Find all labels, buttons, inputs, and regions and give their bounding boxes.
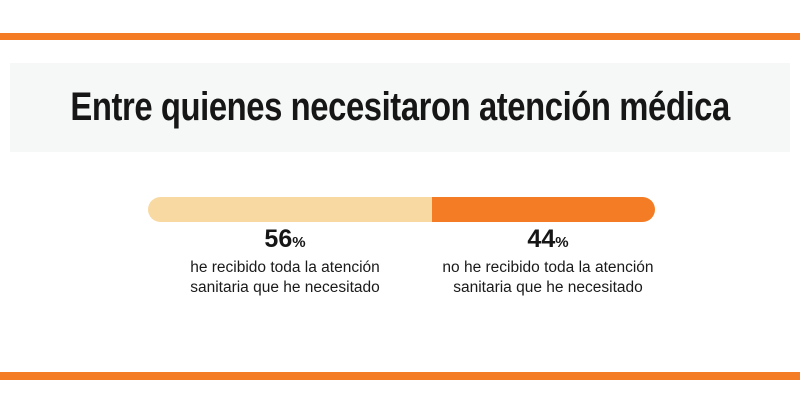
label-line: sanitaria que he necesitado bbox=[190, 279, 380, 296]
bottom-divider bbox=[0, 372, 800, 380]
value-number: 56 bbox=[264, 225, 293, 253]
percent-sign: % bbox=[555, 234, 569, 251]
percent-sign: % bbox=[292, 234, 306, 251]
bar-segment-not-received-care bbox=[431, 197, 655, 222]
chart-title: Entre quienes necesitaron atención médic… bbox=[70, 85, 730, 129]
label-line: he recibido toda la atención bbox=[190, 259, 380, 276]
segment-label-received-care: 56% he recibido toda la atención sanitar… bbox=[125, 227, 445, 298]
label-line: sanitaria que he necesitado bbox=[453, 279, 643, 296]
label-line: no he recibido toda la atención bbox=[442, 259, 654, 276]
segment-value: 44% bbox=[388, 227, 708, 255]
value-number: 44 bbox=[527, 225, 556, 253]
segment-label-not-received-care: 44% no he recibido toda la atención sani… bbox=[388, 227, 708, 298]
segment-value: 56% bbox=[125, 227, 445, 255]
top-divider bbox=[0, 33, 800, 40]
bar-segment-received-care bbox=[148, 197, 432, 222]
stacked-bar bbox=[148, 197, 655, 222]
title-band: Entre quienes necesitaron atención médic… bbox=[10, 63, 790, 152]
